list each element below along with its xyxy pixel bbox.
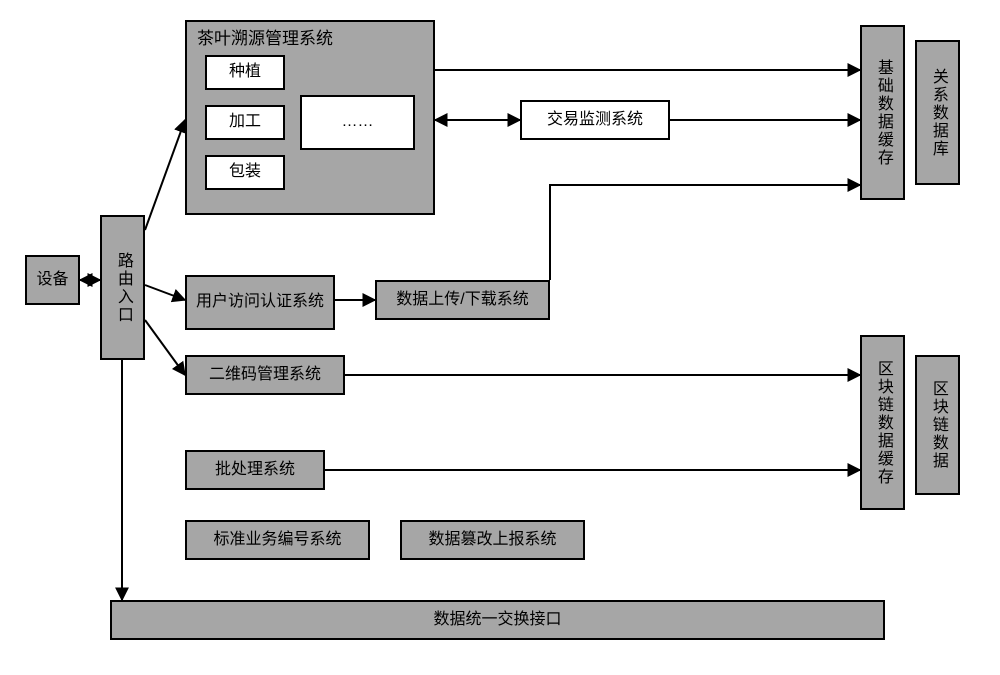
- node-label: 包装: [229, 162, 261, 183]
- node-label: 用户访问认证系统: [196, 292, 324, 313]
- node-rel-db: 关系数据库: [915, 40, 960, 185]
- node-tx-monitor: 交易监测系统: [520, 100, 670, 140]
- node-label: 基础数据缓存: [872, 59, 893, 167]
- node-upload-sys: 数据上传/下载系统: [375, 280, 550, 320]
- edges-layer: [0, 0, 1000, 675]
- node-tamper-sys: 数据篡改上报系统: [400, 520, 585, 560]
- node-chain-data: 区块链数据: [915, 355, 960, 495]
- node-label: 数据统一交换接口: [433, 610, 561, 631]
- node-label: 数据上传/下载系统: [396, 290, 528, 311]
- node-trace-plant: 种植: [205, 55, 285, 90]
- node-qr-sys: 二维码管理系统: [185, 355, 345, 395]
- node-label: 路由入口: [112, 252, 133, 324]
- node-title: 茶叶溯源管理系统: [187, 22, 433, 56]
- node-label: 数据篡改上报系统: [428, 530, 556, 551]
- node-trace-pack: 包装: [205, 155, 285, 190]
- node-label: 种植: [229, 62, 261, 83]
- node-base-cache: 基础数据缓存: [860, 25, 905, 200]
- node-label: ……: [342, 112, 374, 133]
- node-label: 标准业务编号系统: [213, 530, 341, 551]
- node-label: 区块链数据: [927, 380, 948, 470]
- node-label: 区块链数据缓存: [872, 360, 893, 486]
- node-router: 路由入口: [100, 215, 145, 360]
- node-trace-more: ……: [300, 95, 415, 150]
- node-std-num-sys: 标准业务编号系统: [185, 520, 370, 560]
- node-trace-proc: 加工: [205, 105, 285, 140]
- node-label: 二维码管理系统: [209, 365, 321, 386]
- node-label: 批处理系统: [215, 460, 295, 481]
- node-label: 设备: [36, 270, 68, 291]
- node-device: 设备: [25, 255, 80, 305]
- node-label: 关系数据库: [927, 68, 948, 158]
- node-chain-cache: 区块链数据缓存: [860, 335, 905, 510]
- node-label: 交易监测系统: [547, 110, 643, 131]
- node-auth-sys: 用户访问认证系统: [185, 275, 335, 330]
- node-exchange-if: 数据统一交换接口: [110, 600, 885, 640]
- diagram-canvas: 设备 路由入口 茶叶溯源管理系统 种植 加工 包装 …… 交易监测系统 基础数据…: [0, 0, 1000, 675]
- node-label: 加工: [229, 112, 261, 133]
- node-batch-sys: 批处理系统: [185, 450, 325, 490]
